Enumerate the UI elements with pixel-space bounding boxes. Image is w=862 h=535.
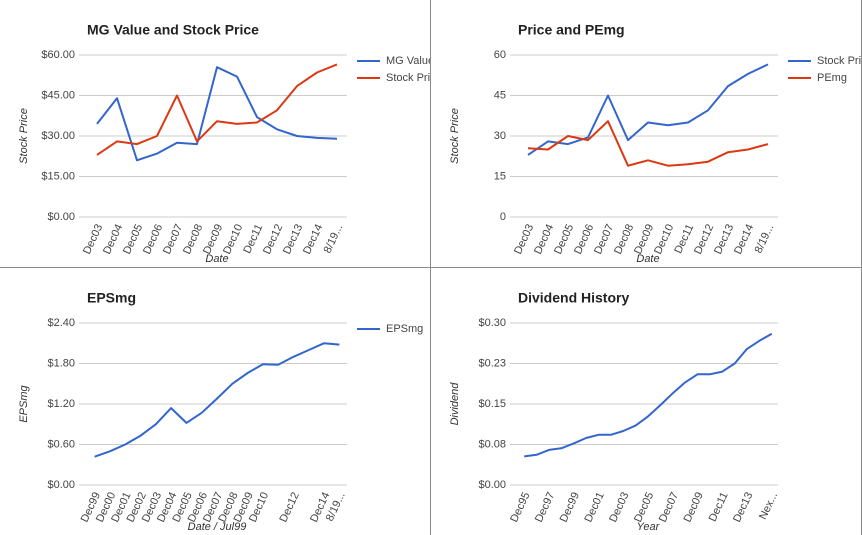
x-tick-label: Dec11 bbox=[707, 490, 731, 523]
y-tick-label: $0.08 bbox=[478, 438, 506, 450]
y-axis-title: Dividend bbox=[449, 382, 461, 426]
chart-title: EPSmg bbox=[87, 290, 136, 306]
data-line bbox=[527, 63, 769, 156]
x-axis-title: Year bbox=[637, 521, 661, 533]
y-tick-label: 60 bbox=[494, 49, 506, 61]
legend-label: PEmg bbox=[817, 72, 847, 84]
chart-panel: MG Value and Stock Price $0.00 $15.00 $30.0… bbox=[0, 0, 431, 268]
y-tick-label: 30 bbox=[494, 130, 506, 142]
x-tick-label: Dec99 bbox=[558, 490, 582, 524]
data-line bbox=[96, 66, 338, 162]
y-tick-label: 0 bbox=[500, 211, 506, 223]
y-tick-label: $0.30 bbox=[478, 317, 506, 329]
x-tick-label: Dec05 bbox=[632, 490, 656, 524]
x-tick-label: Dec95 bbox=[508, 490, 532, 524]
y-tick-label: $0.00 bbox=[478, 479, 506, 491]
y-tick-label: 45 bbox=[494, 89, 506, 101]
chart-title: Dividend History bbox=[518, 290, 629, 306]
y-tick-label: $30.00 bbox=[41, 130, 75, 142]
legend-label: EPSmg bbox=[386, 323, 423, 335]
y-tick-label: $0.60 bbox=[47, 438, 75, 450]
x-tick-label: 8/19... bbox=[753, 222, 777, 255]
legend-label: Stock Pri bbox=[817, 55, 861, 67]
y-tick-label: $0.00 bbox=[47, 479, 75, 491]
y-tick-label: $0.00 bbox=[47, 211, 75, 223]
y-tick-label: 15 bbox=[494, 170, 506, 182]
chart-title: Price and PEmg bbox=[518, 22, 625, 38]
y-axis-title: EPSmg bbox=[18, 384, 30, 422]
y-tick-label: $1.80 bbox=[47, 357, 75, 369]
legend-label: MG Value bbox=[386, 55, 430, 67]
y-tick-label: $45.00 bbox=[41, 89, 75, 101]
x-tick-label: Nex... bbox=[757, 490, 780, 521]
y-tick-label: $1.20 bbox=[47, 398, 75, 410]
x-axis-title: Date / Jul99 bbox=[188, 521, 247, 533]
data-line bbox=[96, 63, 338, 156]
x-axis-title: Date bbox=[205, 253, 228, 265]
y-axis-title: Stock Price bbox=[18, 108, 30, 164]
data-line bbox=[524, 332, 773, 458]
y-tick-label: $0.23 bbox=[478, 357, 506, 369]
x-tick-label: Dec09 bbox=[682, 490, 706, 524]
chart-panel: EPSmg$0.00$0.60$1.20$1.80$2.40Dec99Dec00… bbox=[0, 267, 431, 535]
data-line bbox=[527, 120, 769, 167]
y-axis-title: Stock Price bbox=[449, 108, 461, 164]
y-tick-label: $60.00 bbox=[41, 49, 75, 61]
legend-label: Stock Pri bbox=[386, 72, 430, 84]
chart-panel: Price and PEmg015304560Dec03Dec04Dec05De… bbox=[430, 0, 862, 268]
data-line bbox=[94, 342, 340, 458]
y-tick-label: $2.40 bbox=[47, 317, 75, 329]
x-tick-label: Dec07 bbox=[657, 490, 681, 524]
x-tick-label: Dec01 bbox=[583, 490, 607, 524]
x-tick-label: Dec13 bbox=[731, 490, 755, 524]
x-tick-label: Dec12 bbox=[278, 490, 302, 524]
x-tick-label: Dec97 bbox=[533, 490, 557, 524]
x-axis-title: Date bbox=[636, 253, 659, 265]
chart-title: MG Value and Stock Price bbox=[87, 22, 259, 38]
x-tick-label: 8/19... bbox=[322, 222, 346, 255]
chart-panel: Dividend History $0.00 $0.08 $0.15 $0.23 $0.3… bbox=[430, 267, 862, 535]
y-tick-label: $0.15 bbox=[478, 398, 506, 410]
x-tick-label: Dec03 bbox=[607, 490, 631, 524]
y-tick-label: $15.00 bbox=[41, 170, 75, 182]
